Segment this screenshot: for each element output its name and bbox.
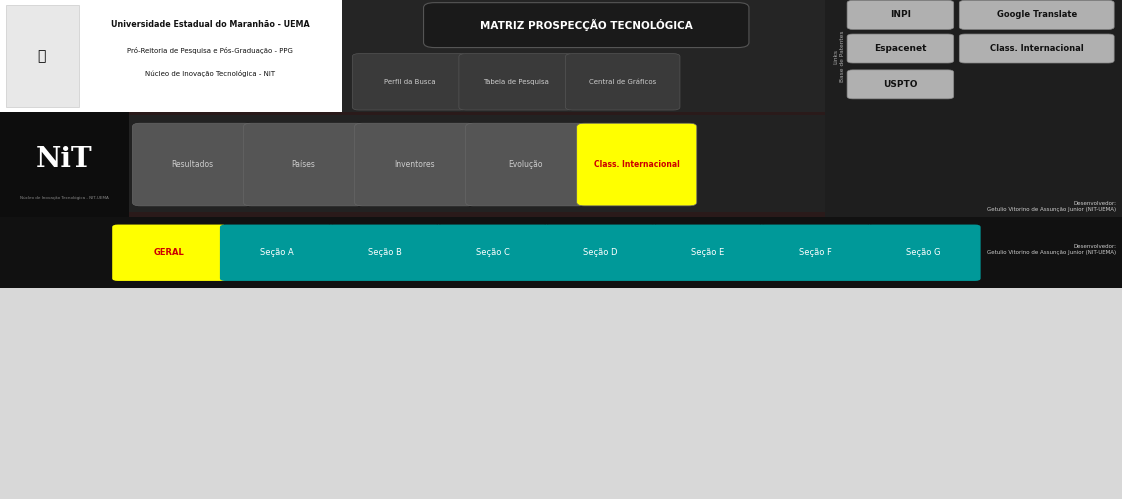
Text: USPTO: USPTO [883, 80, 918, 89]
Text: Seção G: Seção G [907, 248, 940, 257]
Text: SEÇÃO E: SEÇÃO E [17, 410, 55, 421]
Text: QUÍMICA; METALURGIA: QUÍMICA; METALURGIA [107, 367, 193, 376]
Bar [11, 405, 557, 427]
Text: 0: 0 [389, 455, 396, 465]
Text: Por Seção: Por Seção [146, 300, 204, 310]
Text: ENGENHARIA MECÂNICA; ILUMINAÇÃO;
AQUECIMENTO; ARMAS; EXPLOSÃO: ENGENHARIA MECÂNICA; ILUMINAÇÃO; AQUECIM… [107, 427, 255, 449]
Bar [11, 427, 557, 449]
Text: Como
Principal: Como Principal [375, 296, 411, 315]
Text: Evolução: Evolução [508, 160, 543, 169]
Text: INPI: INPI [890, 10, 911, 19]
Text: MATRIZ PROSPECÇÃO TECNOLÓGICA: MATRIZ PROSPECÇÃO TECNOLÓGICA [480, 19, 692, 31]
Text: Seção F: Seção F [799, 248, 833, 257]
Text: Google Translate: Google Translate [996, 10, 1077, 19]
Text: 0: 0 [499, 411, 505, 421]
Text: OPERAÇÕES DE PROCESSAMENTO;
TRANSPORTE: OPERAÇÕES DE PROCESSAMENTO; TRANSPORTE [107, 339, 239, 361]
Text: Seção C: Seção C [476, 248, 509, 257]
Text: Seção B: Seção B [368, 248, 402, 257]
Text: Pró-Reitoria de Pesquisa e Pós-Graduação - PPG: Pró-Reitoria de Pesquisa e Pós-Graduação… [128, 47, 293, 54]
Bar [654, 323, 686, 493]
Bar [11, 449, 557, 471]
Bar [11, 294, 557, 316]
Text: Espacenet: Espacenet [874, 44, 927, 53]
Bar [11, 471, 557, 493]
Text: Seção A: Seção A [260, 248, 294, 257]
Text: Central de Gráficos: Central de Gráficos [589, 79, 656, 85]
Text: FÍSICA: FÍSICA [107, 456, 131, 465]
Text: TÊXTEIS; PAPEL: TÊXTEIS; PAPEL [107, 389, 165, 399]
Text: SEÇÃO A: SEÇÃO A [17, 322, 56, 333]
Text: 0: 0 [499, 322, 505, 332]
Text: Universidade Estadual do Maranhão - UEMA: Universidade Estadual do Maranhão - UEMA [111, 20, 310, 29]
Text: Perfil da Busca: Perfil da Busca [384, 79, 435, 85]
Text: Inventores: Inventores [394, 160, 435, 169]
Text: SEÇÃO F: SEÇÃO F [17, 432, 55, 443]
Text: SEÇÃO B: SEÇÃO B [17, 344, 56, 355]
Bar [723, 380, 754, 493]
Text: Países: Países [292, 160, 315, 169]
Bar [11, 383, 557, 405]
Text: Class. Internacional: Class. Internacional [594, 160, 680, 169]
Text: 0: 0 [499, 477, 505, 487]
Text: 3: 3 [389, 345, 396, 355]
Text: GERAL: GERAL [154, 248, 185, 257]
Text: 0: 0 [389, 477, 396, 487]
Text: Desenvolvedor:
Getulio Vitorino de Assunção Junior (NIT-UEMA): Desenvolvedor: Getulio Vitorino de Assun… [987, 244, 1116, 254]
Text: 0: 0 [499, 389, 505, 399]
Text: Links
Base de Patentes: Links Base de Patentes [834, 30, 845, 82]
Text: NECESSIDADES HUMANAS: NECESSIDADES HUMANAS [107, 323, 206, 332]
Bar [11, 338, 557, 361]
Text: CONSTRUÇÕES FIXAS: CONSTRUÇÕES FIXAS [107, 410, 188, 421]
Bar [11, 361, 557, 383]
Text: 0: 0 [389, 389, 396, 399]
Text: 🛡: 🛡 [37, 49, 46, 63]
Text: ELETRICIDADE: ELETRICIDADE [107, 478, 162, 487]
Text: Desenvolvedor:
Getulio Vitorino de Assunção Junior (NIT-UEMA): Desenvolvedor: Getulio Vitorino de Assun… [987, 201, 1116, 212]
Text: SEÇÃO G: SEÇÃO G [17, 455, 56, 466]
Text: 1: 1 [389, 322, 396, 332]
Text: Núcleo de Inovação Tecnológica - NIT-UEMA: Núcleo de Inovação Tecnológica - NIT-UEM… [19, 196, 109, 200]
Bar [11, 316, 557, 338]
Text: Tabela de Pesquisa: Tabela de Pesquisa [484, 79, 549, 85]
Text: 0: 0 [499, 345, 505, 355]
Text: 2: 2 [389, 367, 396, 377]
Text: 0: 0 [389, 411, 396, 421]
Text: Class. Internacional: Class. Internacional [990, 44, 1084, 53]
Text: SEÇÃO C: SEÇÃO C [17, 366, 55, 377]
Bar [586, 436, 616, 493]
Text: Seção D: Seção D [583, 248, 617, 257]
Text: 0: 0 [499, 455, 505, 465]
Text: 0: 0 [499, 367, 505, 377]
Text: 0: 0 [499, 433, 505, 443]
Text: NiT: NiT [36, 146, 92, 173]
Text: 0: 0 [389, 433, 396, 443]
Text: Ocorrências
por célula: Ocorrências por célula [477, 295, 527, 315]
Text: Núcleo de Inovação Tecnológica - NIT: Núcleo de Inovação Tecnológica - NIT [146, 70, 275, 77]
Text: SEÇÃO H: SEÇÃO H [17, 477, 56, 488]
Text: SEÇÃO D: SEÇÃO D [17, 388, 56, 399]
Text: Seção E: Seção E [691, 248, 725, 257]
Text: Resultados: Resultados [172, 160, 213, 169]
